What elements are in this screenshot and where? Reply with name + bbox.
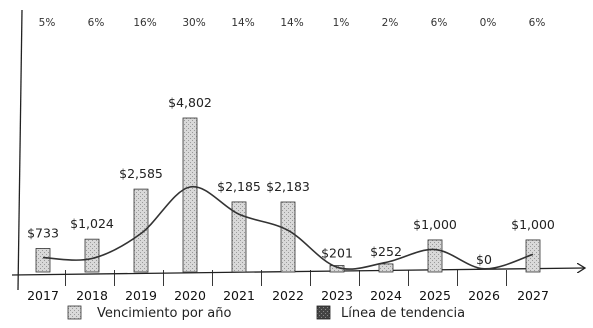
x-tick-2024: 2024 (370, 288, 402, 303)
value-label-2026: $0 (476, 252, 492, 267)
value-label-2017: $733 (27, 225, 59, 240)
bar-2024 (378, 263, 394, 273)
x-tick-2021: 2021 (223, 288, 255, 303)
percent-label-2025: 6% (431, 17, 448, 29)
value-label-2027: $1,000 (511, 217, 555, 232)
percent-label-2023: 1% (333, 17, 350, 29)
percent-label-2022: 14% (280, 17, 303, 29)
trend-line (42, 186, 534, 270)
legend-swatch-trend (316, 305, 331, 320)
legend-label-bars: Vencimiento por año (97, 306, 231, 321)
percent-label-2026: 0% (480, 17, 497, 29)
value-label-2020: $4,802 (168, 95, 212, 110)
percent-label-2020: 30% (182, 17, 205, 29)
x-tick-2017: 2017 (27, 288, 59, 303)
value-label-2024: $252 (370, 244, 402, 259)
bar-2019 (133, 188, 149, 273)
percent-label-2021: 14% (231, 17, 254, 29)
y-axis (17, 9, 23, 291)
value-label-2023: $201 (321, 246, 353, 261)
value-label-2019: $2,585 (119, 166, 163, 181)
percent-label-2027: 6% (529, 17, 546, 29)
value-label-2021: $2,185 (217, 179, 261, 194)
x-tick-2027: 2027 (517, 288, 549, 303)
bar-2021 (231, 201, 247, 273)
percent-label-2017: 5% (39, 17, 56, 29)
x-tick-2018: 2018 (76, 288, 108, 303)
x-tick-2022: 2022 (272, 288, 304, 303)
x-tick-2019: 2019 (125, 288, 157, 303)
value-label-2025: $1,000 (413, 217, 457, 232)
percent-label-2018: 6% (88, 17, 105, 29)
x-tick-2023: 2023 (321, 288, 353, 303)
legend: Vencimiento por año Línea de tendencia (67, 305, 465, 321)
x-tick-2020: 2020 (174, 288, 206, 303)
value-label-2018: $1,024 (70, 216, 114, 231)
bar-2018 (84, 238, 100, 273)
x-tick-2025: 2025 (419, 288, 451, 303)
bar-2020 (182, 117, 198, 273)
x-tick-2026: 2026 (468, 288, 500, 303)
percent-label-2024: 2% (382, 17, 399, 29)
percent-label-2019: 16% (133, 17, 156, 29)
value-label-2022: $2,183 (266, 179, 310, 194)
bar-2027 (525, 239, 541, 273)
legend-label-trend: Línea de tendencia (341, 306, 465, 321)
bar-2017 (35, 248, 51, 273)
bar-2022 (280, 201, 296, 273)
bar-2025 (427, 239, 443, 273)
legend-swatch-bars (67, 305, 82, 320)
